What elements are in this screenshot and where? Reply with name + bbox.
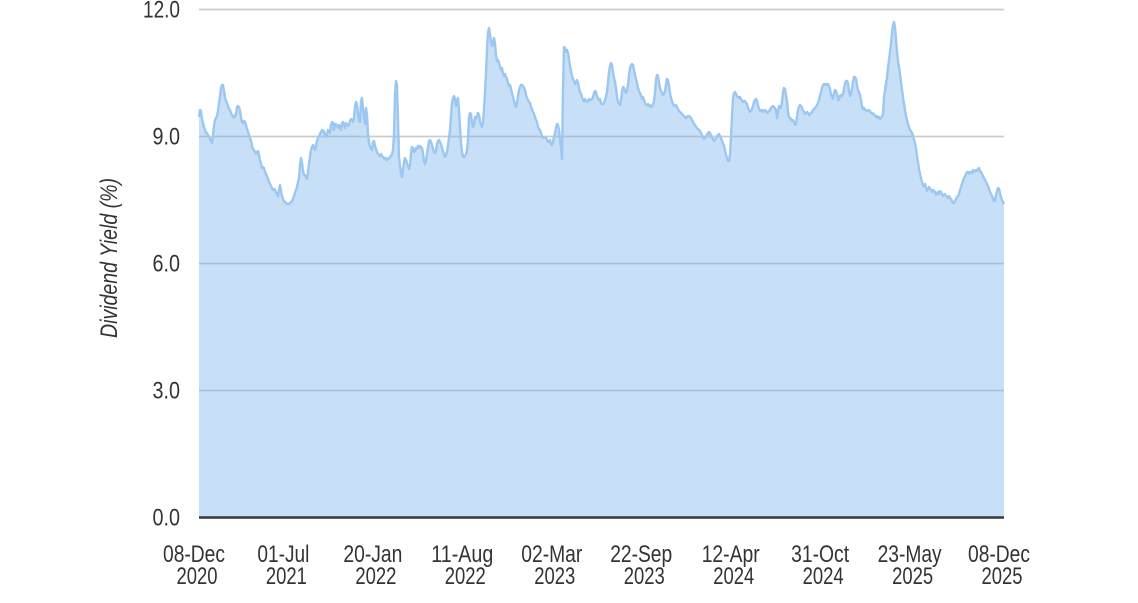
svg-text:12.0: 12.0 (143, 0, 180, 23)
svg-text:3.0: 3.0 (153, 377, 181, 404)
svg-text:22-Sep: 22-Sep (610, 541, 672, 568)
svg-text:2021: 2021 (266, 563, 307, 590)
svg-text:2022: 2022 (355, 563, 396, 590)
svg-text:01-Jul: 01-Jul (257, 541, 309, 568)
svg-text:2020: 2020 (177, 563, 218, 590)
svg-text:9.0: 9.0 (153, 123, 181, 150)
svg-text:11-Aug: 11-Aug (431, 541, 493, 568)
svg-text:02-Mar: 02-Mar (521, 541, 582, 568)
svg-text:2023: 2023 (534, 563, 575, 590)
svg-text:Dividend Yield (%): Dividend Yield (%) (96, 178, 123, 338)
svg-text:23-May: 23-May (878, 541, 942, 568)
svg-text:08-Dec: 08-Dec (968, 541, 1030, 568)
svg-text:12-Apr: 12-Apr (702, 541, 760, 568)
svg-text:0.0: 0.0 (153, 504, 181, 531)
svg-text:20-Jan: 20-Jan (343, 541, 402, 568)
svg-text:08-Dec: 08-Dec (163, 541, 225, 568)
svg-text:31-Oct: 31-Oct (791, 541, 849, 568)
svg-text:2024: 2024 (803, 563, 844, 590)
svg-text:2025: 2025 (982, 563, 1023, 590)
svg-text:2025: 2025 (892, 563, 933, 590)
svg-text:2022: 2022 (445, 563, 486, 590)
svg-text:6.0: 6.0 (153, 250, 181, 277)
svg-text:2023: 2023 (624, 563, 665, 590)
svg-text:2024: 2024 (713, 563, 754, 590)
